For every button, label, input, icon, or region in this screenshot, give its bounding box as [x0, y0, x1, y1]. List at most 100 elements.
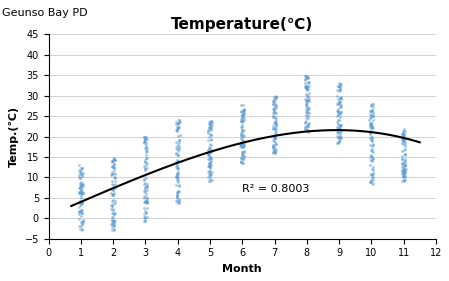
Point [238, 118, 245, 122]
Point [400, 134, 407, 139]
Point [78, 166, 85, 170]
Point [399, 132, 406, 136]
Point [273, 103, 280, 108]
Point [369, 108, 376, 112]
Point [77, 181, 84, 185]
Point [142, 188, 149, 192]
Point [337, 135, 344, 140]
Point [206, 126, 213, 131]
Point [238, 131, 245, 135]
Point [79, 219, 87, 224]
Point [272, 121, 279, 125]
Point [368, 173, 375, 177]
Point [368, 103, 375, 108]
Point [273, 110, 280, 115]
Point [335, 131, 342, 135]
Point [239, 133, 247, 138]
Point [208, 133, 215, 137]
Point [336, 124, 343, 129]
Point [238, 115, 246, 120]
Point [238, 131, 245, 136]
Point [206, 146, 213, 150]
Point [240, 103, 247, 107]
Point [367, 127, 374, 132]
Point [334, 84, 341, 88]
Point [401, 167, 408, 171]
Point [110, 162, 117, 166]
Point [401, 160, 409, 165]
Point [239, 113, 247, 117]
Point [176, 183, 183, 188]
Point [76, 209, 83, 214]
Point [336, 103, 343, 107]
Point [111, 171, 118, 176]
Point [402, 157, 409, 162]
Point [302, 124, 309, 128]
Point [111, 219, 118, 223]
Point [174, 195, 181, 199]
Point [175, 149, 182, 153]
Point [336, 132, 343, 137]
Point [173, 199, 180, 203]
Point [369, 146, 376, 151]
Point [238, 142, 245, 147]
Point [271, 136, 278, 140]
Point [207, 149, 214, 153]
Point [368, 130, 375, 135]
Point [78, 201, 85, 205]
Point [270, 114, 277, 119]
Point [399, 161, 406, 166]
Point [111, 199, 118, 204]
Point [368, 172, 375, 176]
Point [369, 144, 376, 148]
Point [142, 148, 150, 153]
Point [335, 140, 342, 145]
Point [207, 119, 214, 123]
Point [400, 139, 407, 143]
Point [335, 109, 342, 114]
Point [304, 93, 311, 97]
Point [176, 120, 183, 124]
Point [76, 170, 83, 174]
Point [369, 114, 376, 118]
Point [108, 203, 115, 208]
Point [398, 168, 405, 173]
Point [304, 115, 311, 120]
Point [110, 187, 117, 192]
Point [303, 119, 310, 123]
Point [400, 173, 407, 178]
Point [238, 115, 246, 120]
Point [140, 212, 147, 216]
Point [269, 99, 277, 103]
Point [238, 136, 245, 140]
Point [366, 116, 374, 121]
Point [367, 135, 374, 139]
Point [176, 124, 183, 129]
Point [305, 110, 313, 115]
Point [366, 123, 373, 127]
Point [239, 149, 246, 154]
Point [271, 121, 278, 125]
Point [144, 185, 151, 189]
Point [302, 85, 309, 90]
Point [173, 194, 180, 198]
Point [305, 87, 312, 91]
Point [109, 197, 116, 202]
Point [208, 120, 215, 124]
Point [303, 98, 310, 103]
Point [110, 211, 118, 216]
Point [141, 166, 148, 170]
Point [109, 218, 116, 223]
Point [110, 223, 117, 227]
Point [175, 197, 182, 202]
Point [304, 74, 312, 79]
Point [369, 167, 376, 172]
Point [76, 185, 84, 190]
Point [141, 217, 149, 222]
Point [237, 133, 244, 138]
Point [76, 199, 84, 203]
Point [304, 114, 311, 119]
Point [239, 144, 247, 148]
Point [142, 216, 149, 221]
Point [238, 133, 246, 138]
